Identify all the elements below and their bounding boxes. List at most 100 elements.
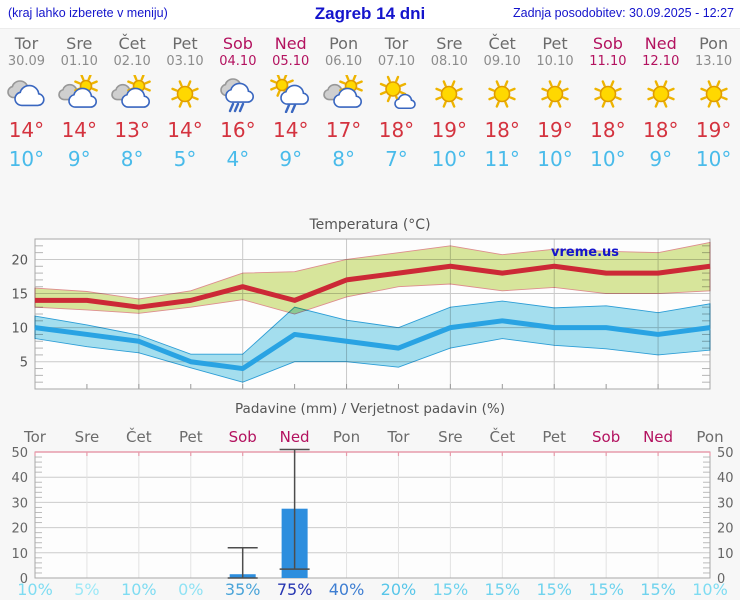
forecast-day-7: Tor 07.10 18° 7°	[370, 28, 423, 210]
precip-probability: 15%	[485, 580, 521, 599]
day-name: Pon	[329, 34, 359, 53]
min-temp-line	[34, 318, 711, 372]
precip-day-label: Pon	[333, 428, 360, 446]
day-name: Pet	[542, 34, 568, 53]
svg-text:30: 30	[11, 496, 28, 511]
precip-probability: 5%	[74, 580, 99, 599]
high-temp: 14°	[8, 118, 45, 142]
day-date: 13.10	[694, 54, 733, 69]
rain-icon	[211, 75, 264, 113]
low-temp: 10°	[695, 147, 732, 171]
precip-day-label: Sob	[592, 428, 620, 446]
svg-text:40: 40	[11, 471, 28, 486]
svg-text:20: 20	[11, 522, 28, 537]
forecast-day-13: Pon 13.10 19° 10°	[687, 28, 740, 210]
precip-probability: 40%	[329, 580, 365, 599]
precip-plot-area	[35, 452, 710, 578]
forecast-day-5: Ned 05.10 14° 9°	[264, 28, 317, 210]
precip-day-label: Pet	[542, 428, 566, 446]
precip-probability: 10%	[692, 580, 728, 599]
svg-text:Temperatura (°C): Temperatura (°C)	[308, 217, 430, 233]
max-temp-line	[35, 263, 711, 310]
high-temp: 18°	[378, 118, 415, 142]
last-update-text: Zadnja posodobitev: 30.09.2025 - 12:27	[512, 6, 734, 20]
day-date: 30.09	[7, 54, 46, 69]
sun-rain-icon	[264, 73, 317, 114]
forecast-day-1: Sre 01.10 14° 9°	[53, 28, 106, 210]
forecast-strip: Tor 30.09 14° 10° Sre 01.10 14° 9° Čet 02.10 13° 8°…	[0, 28, 740, 210]
precip-probability: 10%	[17, 580, 53, 599]
svg-text:15: 15	[11, 288, 28, 303]
sun-icon	[634, 75, 687, 113]
day-name: Ned	[274, 34, 307, 53]
low-temp: 7°	[385, 147, 408, 171]
cloudy-icon	[0, 75, 53, 113]
day-date: 07.10	[377, 54, 416, 69]
temperature-chart: Temperatura (°C) 5 10 15 20 vreme.us	[11, 217, 711, 390]
svg-text:5: 5	[20, 356, 28, 371]
low-temp: 5°	[173, 147, 197, 171]
precip-day-label: Čet	[490, 427, 516, 446]
forecast-day-8: Sre 08.10 19° 10°	[423, 28, 476, 210]
svg-text:20: 20	[11, 253, 28, 268]
precipitation-chart: Padavine (mm) / Verjetnost padavin (%) To…	[11, 401, 734, 599]
high-temp: 18°	[643, 118, 679, 142]
high-temp: 19°	[537, 118, 573, 142]
day-date: 12.10	[642, 54, 680, 69]
svg-text:10: 10	[11, 322, 28, 337]
precip-day-label: Tor	[23, 428, 47, 446]
precip-day-label: Čet	[126, 427, 152, 446]
forecast-day-12: Ned 12.10 18° 9°	[634, 28, 687, 210]
svg-text:30: 30	[717, 496, 734, 511]
forecast-day-2: Čet 02.10 13° 8°	[106, 28, 159, 210]
high-temp: 17°	[325, 118, 362, 142]
day-date: 06.10	[324, 54, 363, 69]
svg-text:10: 10	[11, 547, 28, 562]
svg-text:40: 40	[717, 471, 734, 486]
high-temp: 16°	[220, 118, 256, 142]
high-temp: 14°	[273, 118, 309, 142]
precip-day-label: Sre	[438, 428, 463, 446]
sun-cloud-icon	[53, 74, 106, 113]
precip-day-label: Tor	[386, 428, 410, 446]
day-date: 01.10	[60, 54, 98, 69]
sun-icon	[423, 75, 476, 113]
precip-day-label: Pet	[179, 428, 203, 446]
forecast-day-0: Tor 30.09 14° 10°	[0, 28, 53, 210]
forecast-day-4: Sob 04.10 16° 4°	[211, 28, 264, 210]
forecast-day-3: Pet 03.10 14° 5°	[159, 28, 212, 210]
precip-day-label: Ned	[280, 428, 310, 446]
sun-icon	[159, 75, 212, 113]
low-temp: 10°	[537, 147, 573, 171]
precip-probability: 75%	[277, 580, 313, 599]
forecast-day-10: Pet 10.10 19° 10°	[529, 28, 582, 210]
high-temp: 19°	[695, 118, 732, 142]
low-temp: 11°	[484, 147, 520, 171]
precip-day-label: Sob	[229, 428, 257, 446]
high-temp: 19°	[431, 118, 468, 142]
precip-day-label: Ned	[643, 428, 673, 446]
day-date: 05.10	[272, 54, 310, 69]
low-temp: 8°	[332, 147, 355, 171]
day-date: 09.10	[483, 54, 521, 69]
svg-text:50: 50	[11, 446, 28, 461]
svg-text:10: 10	[717, 547, 734, 562]
svg-text:0: 0	[717, 572, 725, 587]
sun-icon	[687, 75, 740, 113]
day-date: 04.10	[219, 54, 257, 69]
page-title: Zagreb 14 dni	[314, 4, 426, 23]
day-date: 03.10	[166, 54, 204, 69]
day-name: Pet	[172, 34, 198, 53]
day-name: Čet	[118, 34, 146, 53]
high-temp: 13°	[114, 118, 150, 142]
day-name: Sre	[66, 34, 93, 53]
day-name: Čet	[488, 34, 516, 53]
precip-probability: 0%	[178, 580, 203, 599]
day-name: Sre	[436, 34, 463, 53]
high-temp: 14°	[61, 118, 98, 142]
svg-text:20: 20	[717, 522, 734, 537]
svg-text:0: 0	[20, 572, 28, 587]
precip-probability: 20%	[381, 580, 417, 599]
forecast-day-11: Sob 11.10 18° 10°	[581, 28, 634, 210]
